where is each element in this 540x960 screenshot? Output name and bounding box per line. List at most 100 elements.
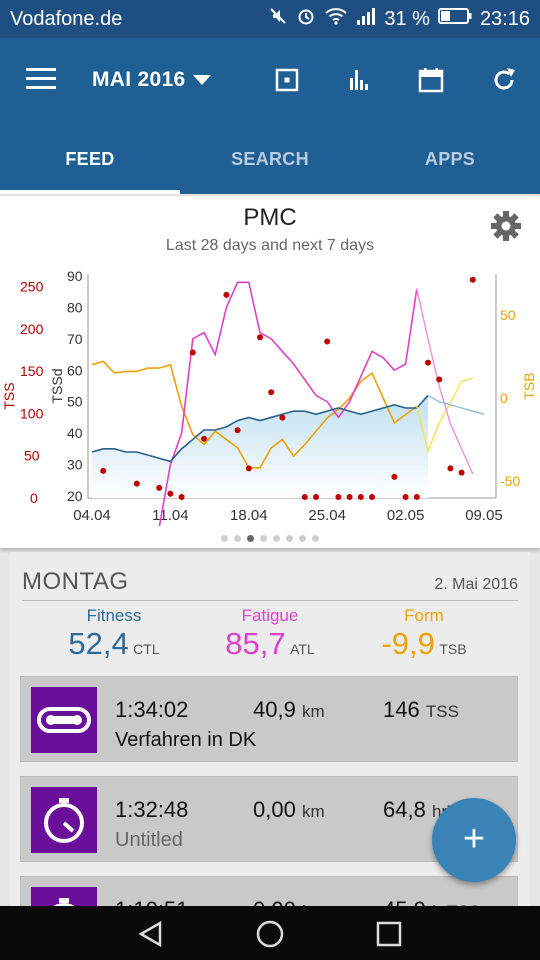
tssd-tick-label: 40	[67, 425, 83, 441]
weekday-heading: MONTAG	[22, 568, 129, 595]
tss-point	[223, 291, 230, 298]
page-indicator[interactable]	[0, 529, 540, 547]
ctl-forecast-line	[427, 394, 485, 415]
tss-point	[413, 494, 420, 500]
clock: 23:16	[479, 7, 530, 30]
gear-icon[interactable]	[490, 210, 522, 242]
tss-point	[425, 359, 431, 366]
tss-tick-label: 250	[20, 278, 44, 294]
tss-point	[469, 276, 476, 283]
pmc-subtitle: Last 28 days and next 7 days	[165, 237, 375, 254]
activity-distance: 0,00 km	[253, 797, 325, 822]
tss-point	[301, 494, 308, 500]
battery-percent: 31 %	[384, 7, 430, 30]
page-dot[interactable]	[286, 535, 293, 542]
tss-point	[313, 494, 319, 500]
x-tick-label: 04.04	[73, 507, 111, 524]
tss-point	[156, 484, 163, 491]
tss-point	[268, 389, 275, 396]
tss-point	[189, 349, 196, 356]
activity-name: Untitled	[115, 829, 183, 851]
page-dot[interactable]	[234, 535, 241, 542]
page-dot[interactable]	[299, 535, 306, 542]
tssd-tick-label: 70	[67, 331, 83, 347]
page-dot[interactable]	[221, 535, 228, 542]
form-value: -9,9	[381, 626, 435, 661]
fatigue-metric: Fatigue 85,7 ATL	[190, 606, 350, 662]
tss-point	[279, 414, 286, 421]
wifi-icon	[324, 6, 348, 32]
tab-search[interactable]: SEARCH	[231, 149, 309, 169]
x-tick-label: 11.04	[152, 507, 188, 524]
activity-tss: 146 TSS	[383, 697, 459, 722]
app-toolbar: MAI 2016	[0, 38, 540, 122]
dropdown-caret-icon	[193, 75, 212, 86]
tss-point	[257, 334, 263, 341]
tssd-tick-label: 90	[67, 268, 83, 284]
tss-point	[167, 490, 174, 497]
alarm-icon	[296, 6, 316, 32]
back-icon[interactable]	[136, 919, 166, 949]
tsb-axis-title: TSB	[521, 372, 537, 399]
tss-point	[335, 494, 342, 500]
form-metric: Form -9,9 TSB	[344, 606, 504, 662]
refresh-icon[interactable]	[490, 66, 518, 94]
tssd-axis-title: TSSd	[49, 368, 65, 403]
x-tick-label: 18.04	[230, 507, 268, 524]
tss-tick-label: 100	[20, 405, 44, 421]
atl-forecast-line	[416, 288, 474, 475]
tssd-tick-label: 30	[67, 457, 83, 473]
hamburger-menu-icon[interactable]	[26, 68, 56, 90]
tab-feed[interactable]: FEED	[0, 122, 180, 194]
ctl-line	[91, 394, 429, 463]
page-dot[interactable]	[260, 535, 267, 542]
tss-point	[369, 494, 375, 500]
month-selector[interactable]: MAI 2016	[92, 68, 212, 92]
tss-tick-label: 200	[20, 321, 44, 337]
tss-point	[100, 467, 107, 474]
fitness-value: 52,4	[68, 626, 129, 661]
pmc-card: PMC Last 28 days and next 7 days 20 30 40 5…	[0, 196, 540, 548]
tss-point	[447, 465, 454, 472]
tss-point	[178, 494, 185, 500]
tss-point	[436, 376, 443, 383]
activity-row[interactable]: 1:34:02 40,9 km 146 TSS Verfahren in DK	[20, 676, 518, 762]
tss-tick-label: 50	[24, 448, 40, 464]
pmc-chart[interactable]: 20 30 40 50 60 70 80 90 0 50 100 150 200 250 50 0 -50 TSS…	[0, 264, 540, 526]
fatigue-value: 85,7	[225, 626, 286, 661]
recents-icon[interactable]	[374, 919, 404, 949]
tss-point	[391, 473, 398, 480]
tss-point	[458, 469, 465, 476]
bike-chain-icon	[31, 687, 97, 753]
fitness-label: Fitness	[86, 606, 142, 625]
tss-tick-label: 0	[30, 490, 38, 506]
battery-icon	[437, 7, 472, 31]
page-dot[interactable]	[312, 535, 319, 542]
mute-icon	[268, 6, 288, 32]
tssd-tick-label: 20	[67, 488, 83, 504]
tss-point	[201, 435, 207, 442]
atl-line	[158, 281, 418, 526]
bar-chart-icon[interactable]	[345, 66, 373, 94]
month-label: MAI 2016	[92, 68, 186, 91]
x-tick-label: 09.05	[465, 507, 503, 524]
form-unit: TSB	[439, 641, 467, 657]
tssd-tick-label: 50	[67, 394, 83, 410]
add-activity-button[interactable]: +	[432, 798, 516, 882]
page-dot[interactable]	[247, 535, 254, 542]
stopwatch-icon	[31, 787, 97, 853]
focus-square-icon[interactable]	[273, 66, 301, 94]
tsb-tick-label: -50	[500, 473, 520, 489]
tsb-line	[91, 360, 418, 469]
calendar-icon[interactable]	[417, 66, 445, 94]
activity-duration: 1:34:02	[115, 697, 189, 722]
tssd-tick-label: 60	[67, 362, 83, 378]
tab-apps[interactable]: APPS	[424, 149, 476, 169]
fitness-unit: CTL	[133, 641, 160, 657]
activity-duration: 1:32:48	[115, 797, 189, 822]
home-icon[interactable]	[255, 919, 285, 949]
system-nav-bar	[0, 906, 540, 960]
tss-point	[324, 338, 331, 345]
page-dot[interactable]	[273, 535, 280, 542]
tsb-tick-label: 50	[500, 307, 516, 323]
